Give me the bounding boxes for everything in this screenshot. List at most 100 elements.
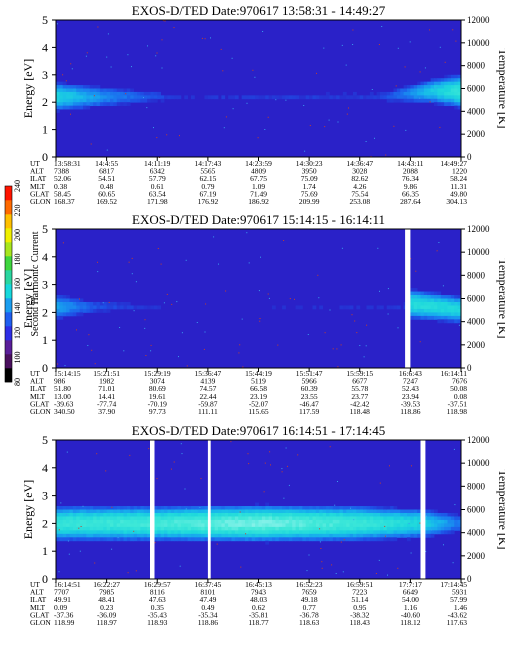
noise-dot [131, 257, 133, 259]
spectrogram-cell [89, 305, 94, 310]
spectrogram-cell [380, 519, 384, 524]
spectrogram-cell [383, 512, 388, 517]
table-row-label: UT [30, 369, 40, 378]
table-cell: 15:59:15 [346, 369, 373, 378]
noise-dot [404, 66, 406, 68]
spectrogram-cell [454, 305, 459, 310]
spectrogram-cell [187, 526, 192, 531]
spectrogram-cell [96, 530, 101, 535]
spectrogram-cell [197, 509, 202, 514]
spectrogram-cell [346, 516, 351, 521]
spectrogram-cell [99, 95, 104, 100]
table-cell: 82.62 [351, 174, 368, 183]
spectrogram-cell [130, 533, 135, 538]
table-cell: 47.63 [149, 595, 166, 604]
spectrogram-cell [261, 516, 266, 521]
spectrogram-cell [396, 526, 401, 531]
spectrogram-cell [62, 305, 67, 310]
spectrogram-cell [89, 509, 94, 514]
spectrogram-cell [417, 298, 421, 303]
spectrogram-cell [427, 530, 432, 535]
spectrogram-cell [346, 537, 351, 542]
spectrogram-cell [130, 512, 135, 517]
spectrogram-cell [160, 523, 165, 528]
noise-dot [260, 256, 261, 258]
table-cell: 16:52:23 [296, 580, 323, 589]
noise-dot [57, 363, 59, 365]
noise-dot [82, 505, 84, 507]
spectrogram-cell [72, 530, 77, 535]
spectrogram-cell [444, 523, 448, 528]
spectrogram-cell [403, 512, 408, 517]
spectrogram-cell [157, 523, 162, 528]
spectrogram-cell [164, 509, 168, 514]
spectrogram-cell [430, 530, 435, 535]
noise-dot [160, 263, 162, 265]
y2-tick-label: 12000 [467, 224, 490, 234]
spectrogram-cell [410, 308, 415, 313]
spectrogram-cell [116, 530, 121, 535]
spectrogram-cell [396, 530, 401, 535]
spectrogram-cell [133, 519, 138, 524]
noise-dot [294, 298, 295, 300]
spectrogram-cell [322, 519, 327, 524]
spectrogram-cell [423, 298, 428, 303]
spectrogram-cell [218, 512, 222, 517]
spectrogram-cell [160, 512, 165, 517]
y2-axis-label: Temperature [K] [496, 258, 505, 338]
table-row-label: GLAT [30, 189, 50, 198]
spectrogram-cell [339, 516, 344, 521]
y2-tick-label: 8000 [467, 270, 486, 280]
spectrogram-cell [420, 81, 425, 86]
spectrogram-cell [214, 533, 219, 538]
spectrogram-cell [332, 509, 337, 514]
spectrogram-cell [396, 509, 401, 514]
spectrogram-cell [417, 291, 421, 296]
spectrogram-cell [332, 519, 337, 524]
spectrogram-cell [278, 506, 283, 510]
spectrogram-cell [396, 512, 401, 517]
spectrogram-cell [288, 537, 293, 542]
spectrogram-cell [319, 516, 324, 521]
spectrogram-cell [309, 506, 313, 510]
spectrogram-cell [444, 98, 448, 103]
spectrogram-cell [180, 537, 185, 542]
noise-dot [87, 345, 89, 346]
spectrogram-cell [390, 519, 394, 524]
spectrogram-cell [106, 537, 111, 542]
spectrogram-cell [261, 526, 266, 531]
spectrogram-cell [400, 95, 405, 100]
spectrogram-cell [89, 98, 94, 103]
spectrogram-cell [96, 512, 101, 517]
spectrogram-cell [221, 523, 226, 528]
noise-dot [337, 121, 339, 123]
spectrogram-cell [440, 95, 445, 100]
spectrogram-cell [326, 533, 330, 538]
spectrogram-cell [66, 301, 70, 306]
spectrogram-cell [174, 537, 178, 542]
spectrogram-cell [380, 91, 384, 96]
spectrogram-cell [268, 523, 273, 528]
spectrogram-cell [56, 98, 60, 103]
spectrogram-cell [430, 291, 435, 296]
noise-dot [163, 302, 165, 304]
spectrogram-cell [126, 95, 131, 100]
spectrogram-cell [224, 530, 229, 535]
spectrogram-cell [423, 91, 428, 96]
spectrogram-cell [430, 308, 435, 313]
spectrogram-cell [56, 516, 60, 521]
spectrogram-cell [417, 305, 421, 310]
noise-dot [419, 341, 421, 343]
spectrogram-cell [204, 523, 209, 528]
spectrogram-cell [69, 537, 74, 542]
spectrogram-cell [76, 105, 81, 110]
spectrogram-cell [167, 523, 172, 528]
spectrogram-cell [72, 91, 77, 96]
spectrogram-cell [447, 530, 452, 535]
spectrogram-cell [89, 537, 94, 542]
spectrogram-cell [450, 91, 455, 96]
spectrogram-cell [410, 526, 415, 531]
spectrogram-cell [147, 523, 151, 528]
spectrogram-cell [353, 519, 357, 524]
noise-dot [321, 567, 323, 569]
